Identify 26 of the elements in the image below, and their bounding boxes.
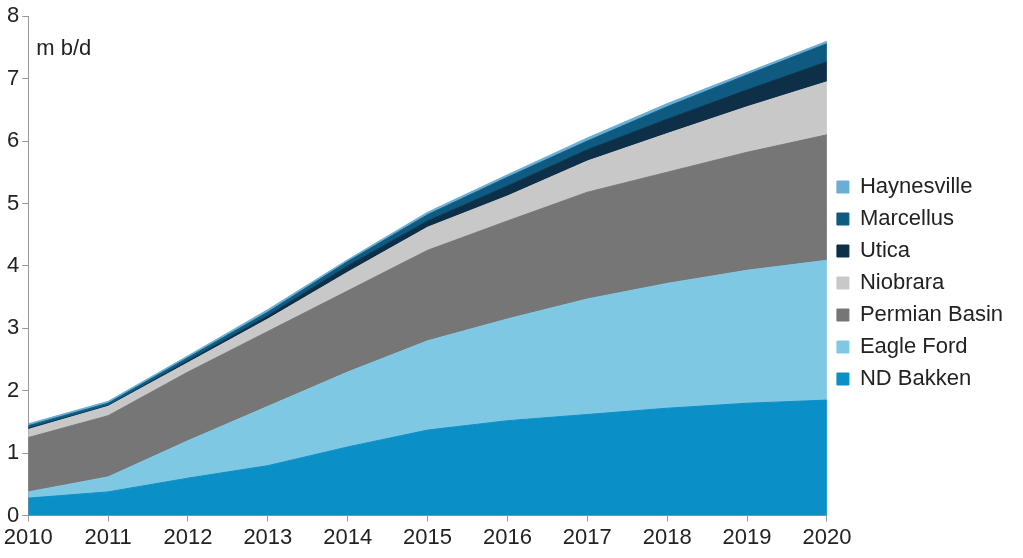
y-tick-label: 1 xyxy=(6,439,20,465)
y-tick-label: 6 xyxy=(6,127,20,153)
x-tick-label: 2020 xyxy=(802,523,852,549)
x-tick-label: 2017 xyxy=(562,523,612,549)
x-tick-label: 2016 xyxy=(482,523,532,549)
y-tick-label: 2 xyxy=(6,376,20,402)
legend-label: Eagle Ford xyxy=(859,333,968,359)
x-tick-label: 2018 xyxy=(642,523,692,549)
y-tick-label: 8 xyxy=(6,2,20,28)
annotation: m b/d xyxy=(36,35,92,61)
x-tick-label: 2014 xyxy=(323,523,373,549)
legend-label: Niobrara xyxy=(859,269,946,295)
x-tick-label: 2013 xyxy=(243,523,293,549)
y-tick-label: 3 xyxy=(6,314,20,340)
legend-label: ND Bakken xyxy=(859,365,972,391)
y-tick-label: 5 xyxy=(6,189,20,215)
legend-label: Haynesville xyxy=(859,173,973,199)
x-tick-label: 2012 xyxy=(163,523,213,549)
legend-label: Utica xyxy=(859,237,911,263)
x-tick-label: 2015 xyxy=(403,523,453,549)
x-tick-label: 2011 xyxy=(84,523,132,549)
y-tick-label: 7 xyxy=(6,64,20,90)
legend-label: Marcellus xyxy=(859,205,955,231)
legend-label: Permian Basin xyxy=(859,301,1004,327)
x-tick-label: 2019 xyxy=(722,523,772,549)
y-tick-label: 4 xyxy=(6,251,20,277)
